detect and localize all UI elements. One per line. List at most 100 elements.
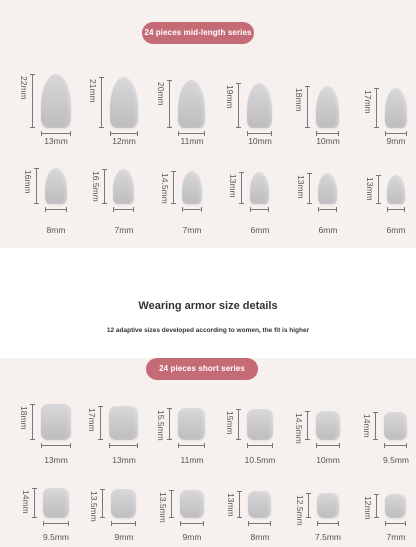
press-on-nail-image (45, 168, 67, 204)
height-dimension-line (30, 74, 35, 128)
press-on-nail-image (247, 409, 273, 440)
width-dimension-line (385, 131, 407, 136)
width-dimension-line (180, 521, 204, 526)
press-on-nail-image (41, 404, 71, 440)
nail-width-label: 9mm (114, 532, 134, 542)
press-on-nail-image (387, 175, 405, 204)
nail-width-label: 7mm (386, 532, 406, 542)
nail-height-label: 14mm (362, 414, 372, 438)
width-dimension-line (387, 207, 405, 212)
width-dimension-line (247, 443, 273, 448)
nail-height-label: 15mm (225, 411, 235, 435)
press-on-nail-image (41, 74, 71, 128)
nail-width-label: 6mm (250, 225, 270, 235)
width-dimension-line (318, 207, 337, 212)
height-dimension-line (236, 409, 241, 440)
nail-width-label: 7.5mm (315, 532, 341, 542)
nail-width-label: 13mm (44, 455, 68, 465)
press-on-nail-image (111, 489, 136, 518)
press-on-nail-image (109, 406, 138, 440)
height-dimension-line (236, 83, 241, 128)
nail-width-label: 9.5mm (43, 532, 69, 542)
nail-width-label: 6mm (386, 225, 406, 235)
height-dimension-line (307, 173, 312, 204)
press-on-nail-image (317, 493, 339, 518)
height-dimension-line (171, 171, 176, 204)
height-dimension-line (167, 80, 172, 128)
nail-width-label: 10mm (316, 455, 340, 465)
nail-width-label: 7mm (114, 225, 134, 235)
width-dimension-line (41, 131, 71, 136)
nail-width-label: 11mm (180, 136, 204, 146)
nail-width-label: 9.5mm (383, 455, 409, 465)
press-on-nail-image (318, 173, 337, 204)
nail-height-label: 13mm (226, 493, 236, 517)
nail-height-label: 14.5mm (160, 173, 170, 204)
height-dimension-line (306, 493, 311, 518)
short-series-badge: 24 pieces short series (146, 358, 258, 380)
height-dimension-line (374, 88, 379, 128)
height-dimension-line (167, 408, 172, 440)
press-on-nail-image (178, 408, 205, 440)
nail-height-label: 19mm (225, 85, 235, 109)
height-dimension-line (374, 494, 379, 518)
press-on-nail-image (316, 86, 339, 128)
width-dimension-line (113, 207, 134, 212)
height-dimension-line (34, 168, 39, 204)
nail-width-label: 13mm (44, 136, 68, 146)
press-on-nail-image (248, 491, 271, 518)
nail-width-label: 11mm (180, 455, 204, 465)
width-dimension-line (45, 207, 67, 212)
width-dimension-line (248, 521, 271, 526)
width-dimension-line (247, 131, 272, 136)
height-dimension-line (100, 489, 105, 518)
width-dimension-line (41, 443, 71, 448)
nail-width-label: 10.5mm (244, 455, 276, 465)
nail-height-label: 18mm (19, 406, 29, 430)
height-dimension-line (99, 77, 104, 128)
nail-width-label: 9mm (386, 136, 406, 146)
press-on-nail-image (384, 412, 407, 440)
press-on-nail-image (247, 83, 272, 128)
nail-height-label: 13.5mm (158, 492, 168, 523)
nail-height-label: 13.5mm (89, 491, 99, 522)
nail-width-label: 6mm (318, 225, 338, 235)
nail-height-label: 12mm (363, 496, 373, 520)
height-dimension-line (237, 491, 242, 518)
width-dimension-line (250, 207, 269, 212)
nail-height-label: 14mm (21, 490, 31, 514)
height-dimension-line (98, 406, 103, 440)
nail-height-label: 13mm (296, 175, 306, 199)
nail-width-label: 9mm (182, 532, 202, 542)
nail-height-label: 17mm (87, 408, 97, 432)
height-dimension-line (373, 412, 378, 440)
width-dimension-line (316, 131, 339, 136)
nail-width-label: 10mm (316, 136, 340, 146)
nail-width-label: 8mm (46, 225, 66, 235)
size-details-heading: Wearing armor size details (138, 300, 278, 312)
nail-width-label: 12mm (112, 136, 136, 146)
width-dimension-line (384, 443, 407, 448)
nail-width-label: 13mm (112, 455, 136, 465)
height-dimension-line (305, 86, 310, 128)
size-details-subheading: 12 adaptive sizes developed according to… (106, 327, 310, 334)
nail-height-label: 13mm (228, 174, 238, 198)
press-on-nail-image (250, 172, 269, 204)
press-on-nail-image (316, 411, 340, 440)
short-series-panel (0, 358, 416, 547)
press-on-nail-image (178, 80, 205, 128)
height-dimension-line (239, 172, 244, 204)
nail-width-label: 7mm (182, 225, 202, 235)
width-dimension-line (110, 131, 138, 136)
nail-height-label: 14.5mm (294, 413, 304, 444)
press-on-nail-image (180, 490, 204, 518)
nail-height-label: 12.5mm (295, 495, 305, 526)
height-dimension-line (376, 175, 381, 204)
width-dimension-line (317, 521, 339, 526)
press-on-nail-image (110, 77, 138, 128)
nail-height-label: 16.5mm (91, 171, 101, 202)
nail-height-label: 20mm (156, 82, 166, 106)
height-dimension-line (169, 490, 174, 518)
press-on-nail-image (385, 88, 407, 128)
nail-height-label: 13mm (365, 177, 375, 201)
